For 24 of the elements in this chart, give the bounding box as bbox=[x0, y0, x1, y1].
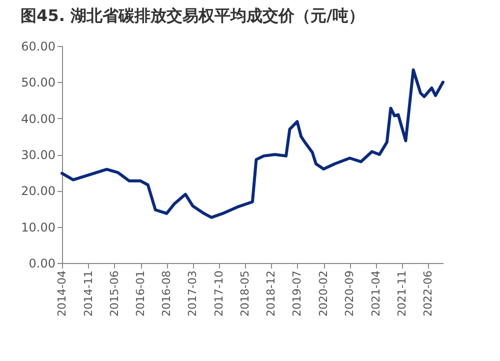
x-tick-label: 2021-11 bbox=[396, 270, 409, 316]
x-tick-label: 2020-09 bbox=[343, 270, 356, 316]
y-tick-label: 60.00 bbox=[21, 40, 56, 54]
x-tick-label: 2019-07 bbox=[290, 270, 304, 316]
x-tick-label: 2022-06 bbox=[422, 270, 435, 316]
chart-title: 图45. 湖北省碳排放交易权平均成交价（元/吨） bbox=[20, 6, 364, 25]
x-tick-label: 2018-12 bbox=[264, 270, 278, 316]
y-tick-label: 0.00 bbox=[28, 256, 56, 270]
x-tick-label: 2015-06 bbox=[108, 270, 121, 316]
x-tick-label: 2016-08 bbox=[160, 270, 174, 316]
x-tick-label: 2016-01 bbox=[134, 270, 148, 316]
x-tick-label: 2021-04 bbox=[369, 270, 382, 316]
x-tick-label: 2017-03 bbox=[186, 270, 200, 316]
x-tick-label: 2018-05 bbox=[238, 270, 252, 316]
x-tick-label: 2014-04 bbox=[56, 270, 68, 316]
y-tick-label: 50.00 bbox=[21, 76, 56, 90]
x-tick-label: 2017-10 bbox=[212, 270, 226, 316]
y-tick-label: 10.00 bbox=[21, 220, 56, 234]
y-tick-label: 30.00 bbox=[21, 148, 56, 162]
x-tick-label: 2020-02 bbox=[317, 270, 330, 316]
line-series bbox=[60, 68, 444, 219]
y-tick-label: 20.00 bbox=[21, 184, 56, 198]
y-tick-label: 40.00 bbox=[21, 112, 56, 126]
x-tick-label: 2014-11 bbox=[82, 270, 95, 316]
